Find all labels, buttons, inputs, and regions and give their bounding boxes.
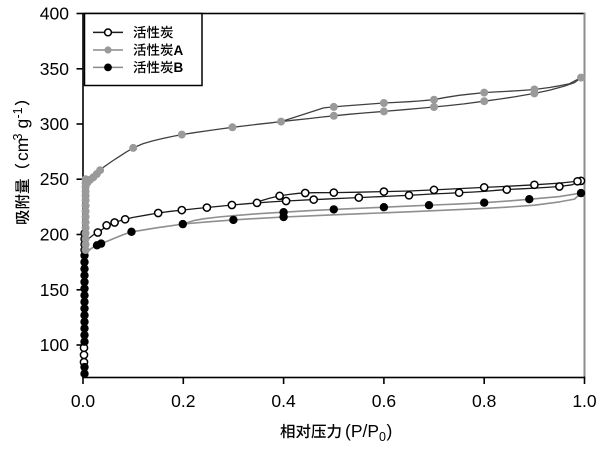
svg-text:0: 0 — [379, 430, 386, 444]
svg-text:1.0: 1.0 — [572, 391, 597, 411]
svg-text:400: 400 — [40, 4, 69, 24]
svg-text:g: g — [12, 119, 32, 129]
svg-text:150: 150 — [40, 280, 69, 300]
svg-text:250: 250 — [40, 169, 69, 189]
svg-text:100: 100 — [40, 335, 69, 355]
svg-text:0.0: 0.0 — [71, 391, 96, 411]
svg-text:200: 200 — [40, 225, 69, 245]
svg-text:A: A — [174, 43, 184, 58]
svg-text:0.2: 0.2 — [171, 391, 195, 411]
svg-text:B: B — [174, 60, 184, 75]
svg-text:0.4: 0.4 — [271, 391, 296, 411]
svg-text:350: 350 — [40, 59, 69, 79]
svg-text:0.8: 0.8 — [472, 391, 496, 411]
svg-text:3: 3 — [11, 134, 25, 141]
svg-text:-1: -1 — [11, 107, 25, 118]
svg-text:0.6: 0.6 — [372, 391, 396, 411]
svg-text:): ) — [387, 421, 393, 441]
svg-text:(P/P: (P/P — [345, 421, 379, 441]
svg-text:cm: cm — [12, 138, 32, 161]
svg-text:300: 300 — [40, 114, 69, 134]
